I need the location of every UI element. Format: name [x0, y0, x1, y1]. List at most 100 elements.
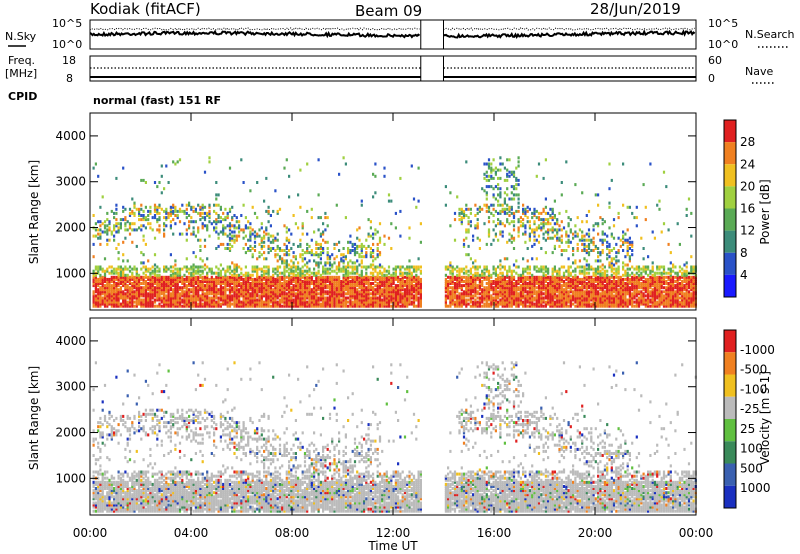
power-cells-cell — [92, 166, 95, 170]
power-cells-cell — [115, 230, 118, 234]
power-cells-cell — [158, 288, 161, 292]
power-cells-cell — [251, 284, 254, 288]
power-cells-cell — [347, 286, 350, 290]
power-cells-cell — [387, 280, 391, 283]
power-cells-cell — [158, 282, 161, 285]
power-cells-cell — [235, 275, 238, 279]
power-cells-cell — [462, 275, 466, 279]
power-cells-cell — [472, 294, 475, 298]
power-cells-cell — [340, 290, 343, 294]
power-cells-cell — [587, 209, 591, 213]
power-cells-cell — [547, 228, 550, 232]
power-cells-cell — [290, 302, 293, 306]
power-cells-cell — [358, 290, 361, 294]
power-cells-cell — [351, 267, 354, 271]
power-cells-cell — [276, 282, 279, 285]
power-cells-cell — [497, 218, 500, 222]
power-cells-cell — [310, 300, 313, 304]
power-cells-cell — [547, 282, 550, 285]
power-cells-cell — [281, 271, 284, 275]
power-cells-cell — [133, 228, 136, 232]
power-cells-cell — [272, 284, 275, 288]
power-cells-cell — [110, 232, 113, 236]
power-cells-cell — [224, 271, 227, 275]
power-cells-cell — [417, 298, 420, 302]
power-cells-cell — [601, 218, 604, 222]
power-cells-cell — [581, 292, 584, 296]
power-cells-cell — [97, 271, 100, 275]
power-cells-cell — [406, 275, 409, 279]
power-cells-cell — [349, 300, 352, 304]
power-cells-cell — [288, 284, 291, 288]
power-cells-cell — [267, 238, 270, 242]
noise-left-tick-top: 10^5 — [52, 17, 82, 30]
power-cells-cell — [326, 300, 329, 304]
power-cells-cell — [562, 271, 566, 275]
power-cells-cell — [467, 280, 470, 283]
power-cells-cell — [342, 265, 345, 269]
power-cells-cell — [578, 288, 581, 292]
power-cells-cell — [499, 156, 502, 160]
power-cells-cell — [242, 273, 245, 277]
power-cells-cell — [124, 296, 127, 300]
power-cells-cell — [497, 286, 500, 290]
power-cells-cell — [122, 209, 125, 213]
power-cells-cell — [299, 273, 302, 277]
power-cells-cell — [410, 300, 413, 304]
power-cells-cell — [449, 302, 452, 306]
power-cells-cell — [308, 292, 311, 296]
power-cells-cell — [117, 275, 120, 279]
power-cells-cell — [542, 224, 545, 228]
power-cells-cell — [285, 238, 288, 242]
beam-title: Beam 09 — [355, 2, 422, 20]
power-cells-cell — [103, 290, 107, 294]
power-cells-cell — [319, 277, 322, 281]
power-cells-cell — [517, 164, 520, 168]
power-cells-cell — [592, 228, 595, 232]
power-cells-cell — [533, 298, 536, 302]
power-cells-cell — [367, 265, 370, 269]
power-cells-cell — [487, 294, 491, 298]
power-cells-cell — [281, 298, 284, 302]
power-cells-cell — [387, 294, 391, 298]
power-cells-cell — [131, 290, 134, 294]
power-cells-cell — [99, 232, 102, 236]
power-cells-cell — [385, 288, 388, 292]
power-cells-cell — [224, 269, 227, 273]
power-cells-cell — [374, 275, 377, 279]
power-cells-cell — [144, 292, 147, 296]
power-cells-cell — [219, 288, 222, 292]
power-cells-cell — [278, 265, 282, 269]
power-cells-cell — [278, 249, 282, 252]
power-cells-cell — [578, 269, 581, 273]
power-cells-cell — [342, 261, 345, 265]
power-cells-cell — [288, 238, 291, 242]
power-cells-cell — [219, 220, 222, 224]
power-cells-cell — [476, 222, 479, 226]
power-cells-cell — [381, 280, 384, 283]
power-cells-cell — [397, 265, 400, 269]
power-cells-cell — [213, 290, 216, 294]
power-cells-cell — [408, 267, 411, 271]
power-cells-cell — [383, 284, 386, 288]
power-cells-cell — [206, 298, 209, 302]
power-cells-cell — [592, 267, 595, 271]
power-cells-cell — [249, 236, 252, 240]
power-cells-cell — [124, 302, 127, 306]
power-cells-cell — [526, 298, 529, 302]
power-cells-cell — [140, 292, 143, 296]
power-cells-cell — [158, 205, 161, 209]
power-cells-cell — [376, 253, 379, 257]
power-cells-cell — [151, 288, 154, 292]
power-cells-cell — [356, 244, 359, 248]
power-cells-cell — [185, 257, 188, 261]
power-cells-cell — [515, 298, 518, 302]
power-cells-cell — [490, 284, 493, 288]
power-cells-cell — [301, 273, 304, 277]
power-cells-cell — [294, 300, 297, 304]
power-cells-cell — [490, 273, 493, 277]
power-cells-cell — [131, 271, 134, 275]
power-cells-cell — [142, 214, 145, 217]
power-cells-cell — [419, 290, 422, 294]
power-cells-cell — [547, 275, 550, 279]
